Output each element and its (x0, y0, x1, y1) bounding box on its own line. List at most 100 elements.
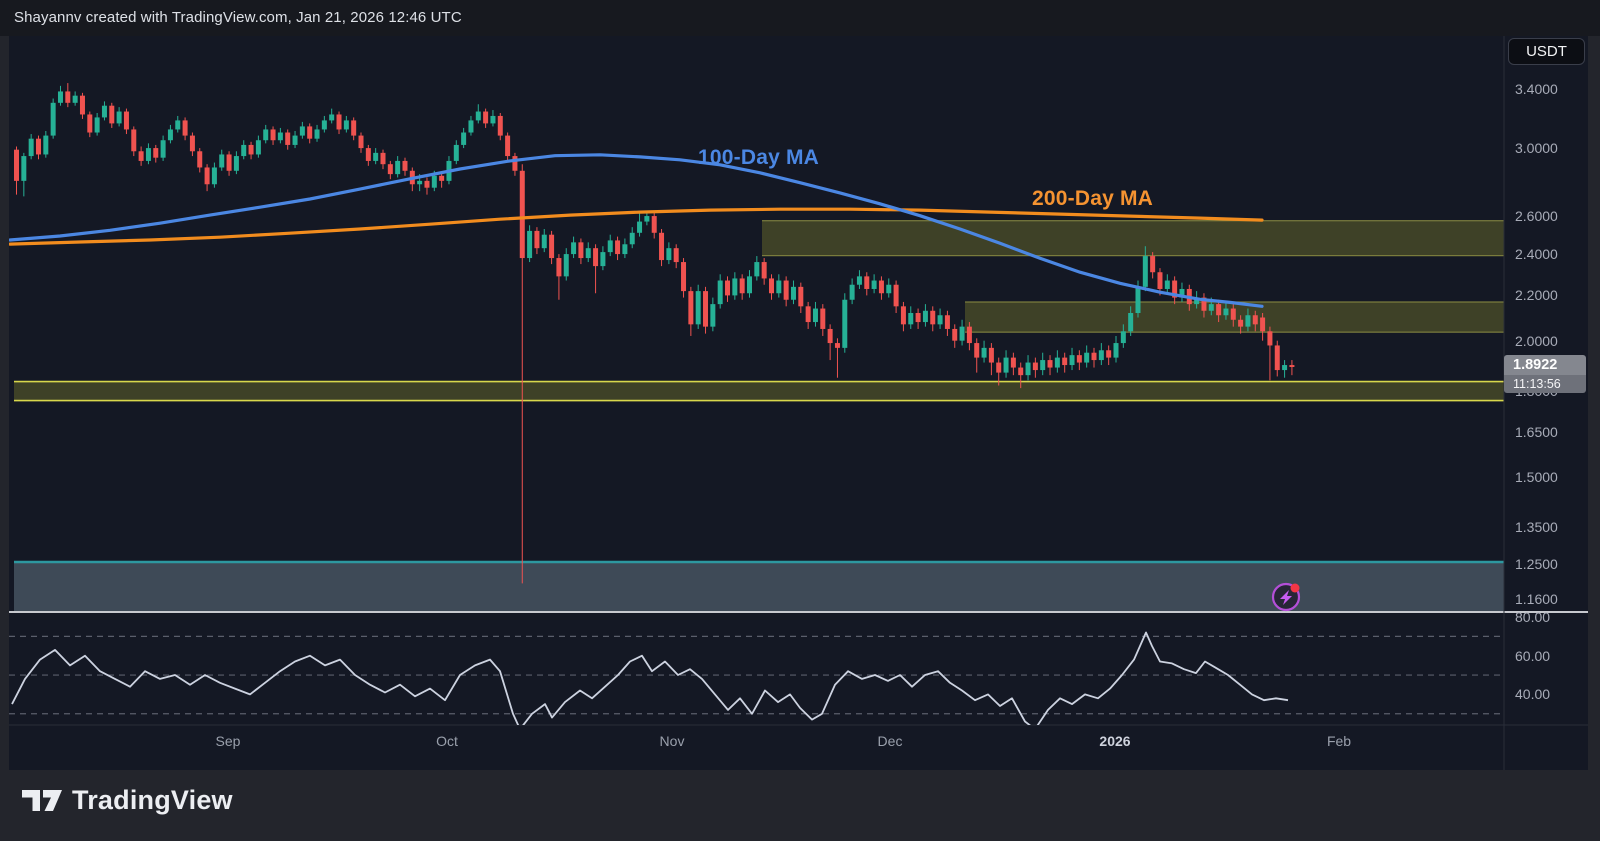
candle-body (754, 262, 760, 277)
candle-body (1106, 350, 1112, 358)
tradingview-logo[interactable]: TradingView (22, 785, 233, 816)
candle-body (600, 252, 606, 267)
chart-widget[interactable]: 100-Day MA 200-Day MA USDT 3.4000 3.0000 2… (9, 36, 1588, 770)
candle-body (981, 347, 987, 358)
price-tick-1.25: 1.2500 (1515, 555, 1558, 572)
candle-body (944, 315, 950, 329)
candle-body (211, 167, 217, 185)
resistance-zone-high (762, 220, 1504, 256)
candle-body (666, 248, 672, 261)
candle-body (681, 262, 687, 292)
candle-body (1113, 343, 1119, 358)
candle-body (827, 328, 833, 344)
candle-body (1025, 362, 1031, 376)
candle-body (937, 315, 943, 325)
candle-body (1018, 367, 1024, 376)
candle-body (248, 144, 254, 155)
candle-body (14, 149, 19, 181)
candle-body (864, 276, 870, 289)
candle-body (1282, 365, 1288, 371)
candle-body (468, 120, 474, 133)
price-tick-2: 2.0000 (1515, 332, 1558, 349)
candle-body (277, 132, 283, 141)
candle-body (1076, 355, 1082, 363)
candle-body (204, 167, 210, 185)
price-tick-1.16: 1.1600 (1515, 591, 1558, 608)
candle-body (116, 111, 122, 124)
candle-body (1157, 272, 1163, 289)
time-tick-Nov: Nov (659, 733, 685, 749)
candle-body (725, 280, 731, 296)
candle-body (761, 262, 767, 279)
candle-body (439, 175, 445, 181)
chart-canvas[interactable] (9, 36, 1588, 770)
candle-body (292, 135, 298, 145)
attribution-text: Shayannv created with TradingView.com, J… (14, 9, 462, 26)
candle-body (732, 278, 738, 296)
candle-body (270, 129, 276, 141)
candle-body (138, 151, 144, 161)
candle-body (878, 280, 884, 294)
candle-body (651, 216, 657, 233)
candle-body (167, 129, 173, 141)
candle-body (959, 326, 965, 341)
candle-body (65, 91, 71, 103)
candle-body (1142, 256, 1148, 287)
candle-body (1098, 350, 1104, 361)
candle-body (637, 221, 643, 233)
candle-body (358, 135, 364, 149)
candle-body (856, 276, 862, 285)
candle-body (747, 276, 752, 294)
candle-body (629, 232, 635, 245)
candle-body (219, 154, 225, 168)
candle-body (922, 310, 928, 323)
candle-body (21, 156, 27, 181)
candle-body (966, 326, 972, 344)
time-tick-Feb: Feb (1326, 733, 1352, 749)
flash-icon-notification-dot (1290, 583, 1300, 593)
time-tick-Oct: Oct (436, 733, 458, 749)
candle-body (790, 286, 796, 300)
candle-body (387, 164, 393, 175)
price-tick-1.35: 1.3500 (1515, 519, 1558, 536)
candle-body (842, 299, 848, 348)
candle-body (1223, 308, 1229, 316)
candle-body (43, 135, 49, 155)
candle-body (160, 140, 166, 158)
ma200-line (9, 207, 1264, 246)
candle-body (1091, 352, 1097, 361)
candle-body (189, 135, 195, 152)
candle-body (527, 230, 533, 259)
ma100-label: 100-Day MA (698, 146, 820, 169)
candle-body (490, 115, 496, 124)
candle-body (1032, 362, 1038, 371)
candle-body (615, 240, 621, 255)
candle-body (930, 310, 936, 325)
last-price-badge: 1.8922 11:13:56 (1504, 355, 1586, 393)
candle-body (314, 129, 320, 139)
candle-body (131, 129, 137, 152)
candle-body (1054, 357, 1060, 368)
candle-body (563, 254, 569, 277)
candle-body (263, 129, 269, 141)
candle-body (1010, 357, 1016, 368)
footer: TradingView (0, 770, 1600, 841)
candle-body (593, 248, 599, 267)
candle-body (534, 230, 540, 249)
support-zone-teal (14, 562, 1504, 612)
candle-body (453, 144, 459, 161)
candle-body (343, 120, 349, 130)
time-tick-Sep: Sep (215, 733, 241, 749)
candle-body (197, 151, 203, 168)
candle-body (87, 114, 93, 133)
candle-body (329, 114, 335, 121)
candle-body (182, 120, 188, 136)
candle-body (1260, 317, 1266, 332)
candle-body (1003, 357, 1009, 373)
quote-currency-badge: USDT (1508, 38, 1585, 65)
candle-body (255, 140, 261, 155)
candle-body (28, 138, 34, 157)
candle-body (541, 234, 547, 249)
candle-body (79, 95, 85, 115)
candle-body (622, 244, 628, 255)
